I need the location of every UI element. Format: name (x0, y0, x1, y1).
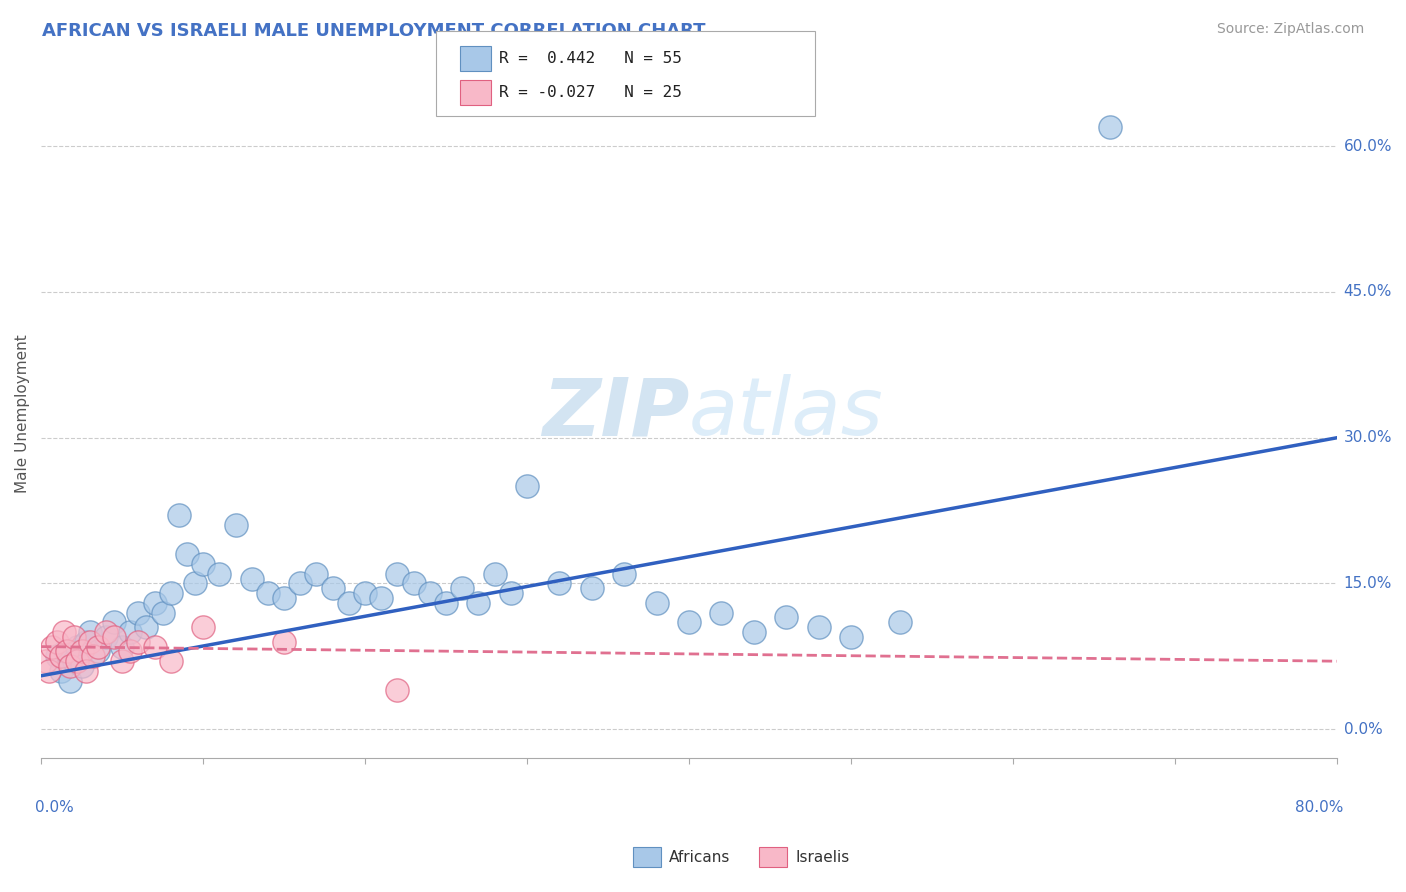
Point (678, 615, 700, 630)
Point (94, 630, 117, 644)
Point (257, 586, 280, 600)
Point (46, 634, 69, 648)
Point (38, 664, 60, 678)
Point (419, 586, 441, 600)
Text: R =  0.442   N = 55: R = 0.442 N = 55 (499, 51, 682, 66)
Point (484, 566, 506, 581)
Point (94, 625, 117, 640)
Point (516, 479, 538, 493)
Point (79, 625, 101, 640)
Point (159, 654, 181, 668)
Point (645, 596, 668, 610)
Point (120, 644, 142, 658)
Point (499, 586, 522, 600)
Text: 80.0%: 80.0% (1295, 800, 1344, 814)
Point (87, 640, 110, 654)
Point (159, 586, 181, 600)
Text: 0.0%: 0.0% (35, 800, 73, 814)
Point (135, 620, 157, 634)
Point (76, 634, 98, 648)
Text: 45.0%: 45.0% (1344, 285, 1392, 300)
Point (184, 576, 207, 591)
Point (581, 582, 603, 596)
Text: atlas: atlas (689, 375, 884, 452)
Point (127, 634, 149, 648)
Point (839, 630, 862, 644)
Point (613, 566, 636, 581)
Point (434, 596, 457, 610)
Point (354, 586, 377, 600)
Point (240, 572, 263, 586)
Point (87, 644, 110, 658)
Point (742, 625, 765, 640)
Point (66, 640, 89, 654)
Point (56, 644, 79, 658)
Point (290, 576, 312, 591)
Point (208, 566, 231, 581)
Point (467, 596, 489, 610)
Point (191, 557, 214, 571)
Text: AFRICAN VS ISRAELI MALE UNEMPLOYMENT CORRELATION CHART: AFRICAN VS ISRAELI MALE UNEMPLOYMENT COR… (42, 22, 706, 40)
Point (273, 634, 295, 648)
Point (52, 625, 75, 640)
Point (402, 576, 425, 591)
Text: ZIP: ZIP (541, 375, 689, 452)
Text: 0.0%: 0.0% (1344, 722, 1382, 737)
Point (176, 547, 198, 561)
Point (49, 649, 72, 664)
Point (49, 664, 72, 678)
Point (889, 615, 911, 630)
Point (387, 566, 409, 581)
Point (76, 664, 98, 678)
Point (370, 591, 392, 605)
Point (305, 566, 328, 581)
Point (66, 654, 89, 668)
Point (337, 596, 360, 610)
Point (1099, 120, 1122, 134)
Point (548, 576, 571, 591)
Point (775, 610, 797, 624)
Point (70, 659, 93, 673)
Text: Africans: Africans (669, 850, 731, 864)
Y-axis label: Male Unemployment: Male Unemployment (15, 334, 30, 492)
Point (322, 582, 344, 596)
Text: Source: ZipAtlas.com: Source: ZipAtlas.com (1216, 22, 1364, 37)
Point (41, 640, 63, 654)
Point (387, 683, 409, 698)
Point (82, 649, 104, 664)
Point (70, 644, 93, 658)
Text: 60.0%: 60.0% (1344, 139, 1392, 153)
Point (273, 591, 295, 605)
Point (103, 615, 125, 630)
Point (59, 659, 82, 673)
Point (79, 634, 101, 648)
Point (167, 508, 190, 523)
Point (191, 620, 214, 634)
Text: 30.0%: 30.0% (1344, 430, 1392, 445)
Point (103, 630, 125, 644)
Point (807, 620, 830, 634)
Point (62, 630, 84, 644)
Point (224, 518, 246, 533)
Point (35, 654, 58, 668)
Point (59, 673, 82, 688)
Point (111, 654, 134, 668)
Point (120, 625, 142, 640)
Point (451, 582, 474, 596)
Text: 15.0%: 15.0% (1344, 576, 1392, 591)
Point (143, 640, 166, 654)
Point (62, 654, 84, 668)
Point (152, 606, 174, 620)
Point (143, 596, 166, 610)
Text: Israelis: Israelis (796, 850, 851, 864)
Point (55, 644, 77, 658)
Point (46, 649, 69, 664)
Point (710, 606, 733, 620)
Point (111, 640, 134, 654)
Text: R = -0.027   N = 25: R = -0.027 N = 25 (499, 85, 682, 100)
Point (127, 606, 149, 620)
